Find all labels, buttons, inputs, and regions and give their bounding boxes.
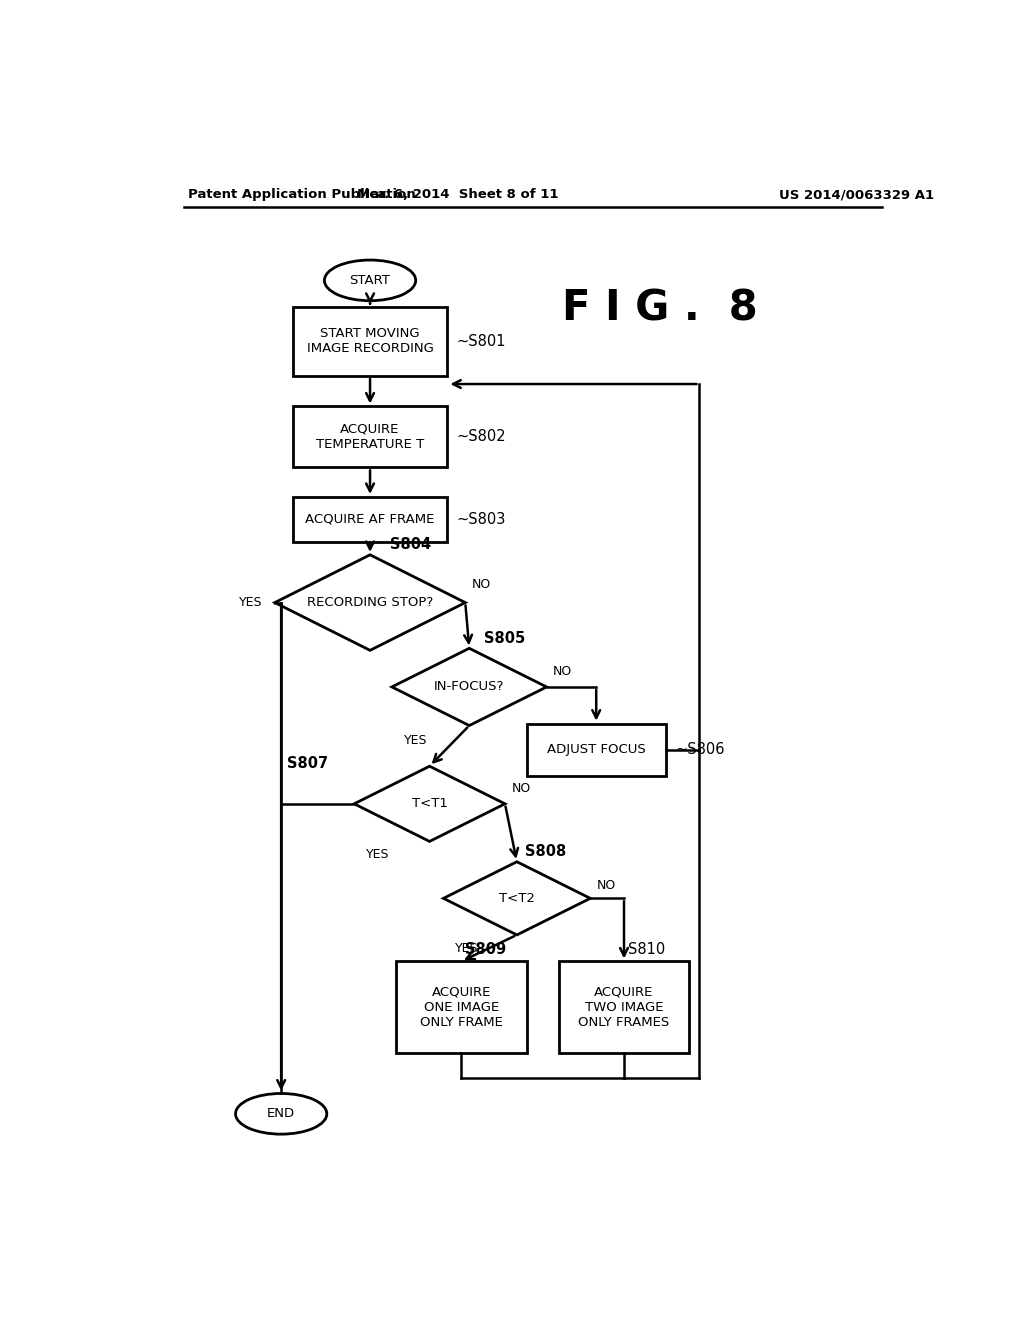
Bar	[293, 306, 447, 376]
Bar	[293, 496, 447, 541]
Text: ACQUIRE AF FRAME: ACQUIRE AF FRAME	[305, 512, 435, 525]
Bar	[526, 723, 666, 776]
Text: T<T1: T<T1	[412, 797, 447, 810]
Text: F I G .  8: F I G . 8	[562, 288, 758, 330]
Text: ~S806: ~S806	[675, 742, 725, 758]
Text: Patent Application Publication: Patent Application Publication	[187, 189, 416, 202]
Text: S809: S809	[465, 941, 507, 957]
Text: END: END	[267, 1107, 295, 1121]
Text: Mar. 6, 2014  Sheet 8 of 11: Mar. 6, 2014 Sheet 8 of 11	[356, 189, 558, 202]
Text: T<T2: T<T2	[499, 892, 535, 904]
Text: ~S801: ~S801	[457, 334, 507, 348]
Text: S804: S804	[390, 537, 431, 552]
Text: RECORDING STOP?: RECORDING STOP?	[307, 597, 433, 609]
Text: ACQUIRE
TWO IMAGE
ONLY FRAMES: ACQUIRE TWO IMAGE ONLY FRAMES	[579, 986, 670, 1028]
Bar	[396, 961, 526, 1053]
Text: ~S802: ~S802	[457, 429, 507, 445]
Text: S807: S807	[287, 755, 328, 771]
Text: YES: YES	[367, 849, 389, 861]
Text: IN-FOCUS?: IN-FOCUS?	[434, 680, 505, 693]
Bar	[293, 407, 447, 467]
Text: YES: YES	[240, 597, 262, 609]
Text: NO: NO	[597, 879, 615, 891]
Text: YES: YES	[403, 734, 427, 747]
Text: S808: S808	[524, 843, 566, 859]
Text: S805: S805	[483, 631, 524, 645]
Text: NO: NO	[472, 578, 490, 591]
Text: S810: S810	[628, 941, 666, 957]
Text: YES: YES	[456, 941, 479, 954]
Text: ACQUIRE
ONE IMAGE
ONLY FRAME: ACQUIRE ONE IMAGE ONLY FRAME	[420, 986, 503, 1028]
Text: START MOVING
IMAGE RECORDING: START MOVING IMAGE RECORDING	[306, 327, 433, 355]
Text: ~S803: ~S803	[457, 512, 506, 527]
Text: US 2014/0063329 A1: US 2014/0063329 A1	[778, 189, 934, 202]
Text: NO: NO	[553, 665, 572, 678]
Text: START: START	[349, 273, 390, 286]
Bar	[558, 961, 689, 1053]
Text: ADJUST FOCUS: ADJUST FOCUS	[547, 743, 645, 756]
Text: NO: NO	[511, 781, 530, 795]
Text: ACQUIRE
TEMPERATURE T: ACQUIRE TEMPERATURE T	[316, 422, 424, 451]
